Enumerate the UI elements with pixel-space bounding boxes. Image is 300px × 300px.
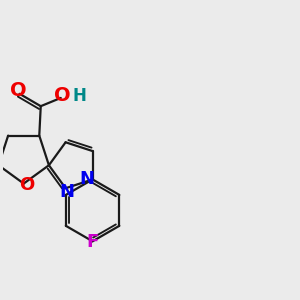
Text: O: O <box>54 86 70 105</box>
Text: O: O <box>10 81 26 101</box>
Text: N: N <box>80 170 95 188</box>
Text: H: H <box>72 87 86 105</box>
Text: O: O <box>20 176 35 194</box>
Text: N: N <box>60 183 75 201</box>
Text: F: F <box>86 233 99 251</box>
